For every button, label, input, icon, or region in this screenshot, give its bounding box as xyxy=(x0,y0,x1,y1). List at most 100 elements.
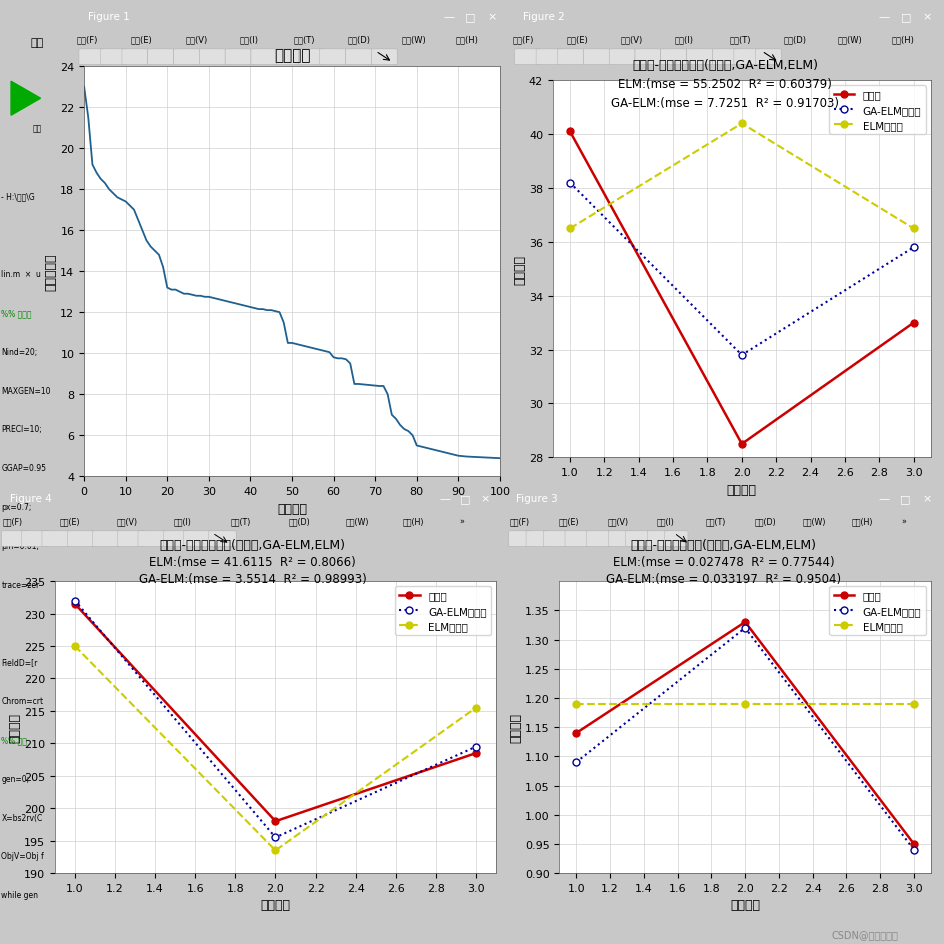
Text: »: » xyxy=(459,516,464,526)
FancyBboxPatch shape xyxy=(225,50,251,65)
真实值 xyxy=(564,126,575,138)
真实值 xyxy=(69,598,80,610)
Text: 窗口(W): 窗口(W) xyxy=(345,516,368,526)
Text: gen=0;: gen=0; xyxy=(2,774,29,783)
Text: 工具(T): 工具(T) xyxy=(729,35,750,44)
GA-ELM预测值 xyxy=(907,844,919,855)
Text: trace=zer: trace=zer xyxy=(2,580,40,589)
FancyBboxPatch shape xyxy=(733,50,759,65)
Text: 帮助(H): 帮助(H) xyxy=(891,35,914,44)
真实值 xyxy=(738,616,750,628)
GA-ELM预测值 xyxy=(470,741,481,752)
Text: 编辑(E): 编辑(E) xyxy=(59,516,80,526)
真实值 xyxy=(735,439,747,450)
真实值 xyxy=(570,728,582,739)
FancyBboxPatch shape xyxy=(565,531,588,547)
Text: 工具(T): 工具(T) xyxy=(704,516,725,526)
Line: 真实值: 真实值 xyxy=(572,619,917,848)
FancyBboxPatch shape xyxy=(346,50,371,65)
ELM预测值 xyxy=(738,699,750,710)
Text: 查看(V): 查看(V) xyxy=(185,35,207,44)
GA-ELM预测值 xyxy=(69,596,80,607)
Text: 测试集-预测结果对比(真实值,GA-ELM,ELM): 测试集-预测结果对比(真实值,GA-ELM,ELM) xyxy=(632,59,818,72)
Y-axis label: 样本数据: 样本数据 xyxy=(513,255,526,284)
Text: 查看(V): 查看(V) xyxy=(117,516,138,526)
Text: ELM:(mse = 0.027478  R² = 0.77544): ELM:(mse = 0.027478 R² = 0.77544) xyxy=(613,555,834,568)
Line: ELM预测值: ELM预测值 xyxy=(572,700,917,707)
Line: ELM预测值: ELM预测值 xyxy=(566,121,916,232)
Text: 查看(V): 查看(V) xyxy=(607,516,628,526)
Text: 查看(V): 查看(V) xyxy=(620,35,642,44)
Text: 插入(I): 插入(I) xyxy=(674,35,693,44)
ELM预测值 xyxy=(907,699,919,710)
Text: ×: × xyxy=(480,494,490,503)
Text: 测试集-预测结果对比(真实值,GA-ELM,ELM): 测试集-预测结果对比(真实值,GA-ELM,ELM) xyxy=(631,538,816,551)
Text: %% 定义题: %% 定义题 xyxy=(2,309,32,317)
Text: FieldD=[r: FieldD=[r xyxy=(2,658,38,666)
FancyBboxPatch shape xyxy=(609,50,634,65)
Text: CSDN@顶呱呱程序: CSDN@顶呱呱程序 xyxy=(831,929,898,939)
GA-ELM预测值 xyxy=(907,243,919,254)
FancyBboxPatch shape xyxy=(712,50,737,65)
ELM预测值 xyxy=(270,845,281,856)
Text: 窗口(W): 窗口(W) xyxy=(401,35,426,44)
FancyBboxPatch shape xyxy=(93,531,120,547)
真实值 xyxy=(907,318,919,329)
Text: 文件(F): 文件(F) xyxy=(3,516,23,526)
Text: GGAP=0.95: GGAP=0.95 xyxy=(2,464,46,473)
FancyBboxPatch shape xyxy=(664,531,687,547)
FancyBboxPatch shape xyxy=(371,50,396,65)
FancyBboxPatch shape xyxy=(686,50,712,65)
Text: —: — xyxy=(878,12,889,22)
Text: ELM:(mse = 55.2502  R² = 0.60379): ELM:(mse = 55.2502 R² = 0.60379) xyxy=(617,77,832,91)
Text: ×: × xyxy=(921,494,931,503)
ELM预测值 xyxy=(470,702,481,714)
FancyBboxPatch shape xyxy=(298,50,324,65)
Text: Figure 4: Figure 4 xyxy=(10,494,52,503)
FancyBboxPatch shape xyxy=(251,50,277,65)
FancyBboxPatch shape xyxy=(508,531,531,547)
Text: ×: × xyxy=(486,12,496,22)
Text: 桌面(D): 桌面(D) xyxy=(288,516,310,526)
Text: 帮助(H): 帮助(H) xyxy=(456,35,479,44)
GA-ELM预测值 xyxy=(564,177,575,189)
Text: - H:\威鱼\G: - H:\威鱼\G xyxy=(2,193,35,201)
X-axis label: 遗传代数: 遗传代数 xyxy=(277,502,307,515)
Line: ELM预测值: ELM预测值 xyxy=(72,643,479,854)
Text: □: □ xyxy=(464,12,475,22)
Text: 插入(I): 插入(I) xyxy=(174,516,192,526)
Line: GA-ELM预测值: GA-ELM预测值 xyxy=(572,625,917,853)
FancyBboxPatch shape xyxy=(163,531,191,547)
Legend: 真实值, GA-ELM预测值, ELM预测值: 真实值, GA-ELM预测值, ELM预测值 xyxy=(395,587,490,635)
X-axis label: 样本编号: 样本编号 xyxy=(730,899,759,912)
Line: GA-ELM预测值: GA-ELM预测值 xyxy=(72,598,479,841)
Polygon shape xyxy=(11,82,41,116)
FancyBboxPatch shape xyxy=(557,50,582,65)
Text: 文件(F): 文件(F) xyxy=(512,35,533,44)
FancyBboxPatch shape xyxy=(660,50,686,65)
Text: ×: × xyxy=(921,12,931,22)
FancyBboxPatch shape xyxy=(174,50,199,65)
Title: 进化过程: 进化过程 xyxy=(274,48,310,63)
Text: □: □ xyxy=(460,494,470,503)
GA-ELM预测值 xyxy=(270,832,281,843)
Text: GA-ELM:(mse = 7.7251  R² = 0.91703): GA-ELM:(mse = 7.7251 R² = 0.91703) xyxy=(611,96,838,110)
X-axis label: 样本编号: 样本编号 xyxy=(261,899,290,912)
FancyBboxPatch shape xyxy=(543,531,566,547)
Y-axis label: 样本数据: 样本数据 xyxy=(509,713,522,742)
ELM预测值 xyxy=(570,699,582,710)
Text: Chrom=crt: Chrom=crt xyxy=(2,697,43,705)
FancyBboxPatch shape xyxy=(79,50,105,65)
Text: 编辑(E): 编辑(E) xyxy=(566,35,588,44)
Text: 窗口(W): 窗口(W) xyxy=(836,35,861,44)
Text: 测试集-预测结果对比(真实值,GA-ELM,ELM): 测试集-预测结果对比(真实值,GA-ELM,ELM) xyxy=(160,538,346,551)
Text: Nind=20;: Nind=20; xyxy=(2,347,38,357)
Text: 编辑(E): 编辑(E) xyxy=(131,35,153,44)
Text: »: » xyxy=(900,516,904,526)
FancyBboxPatch shape xyxy=(582,50,609,65)
Text: □: □ xyxy=(900,494,910,503)
Text: px=0.7;: px=0.7; xyxy=(2,502,32,512)
FancyBboxPatch shape xyxy=(625,531,649,547)
Text: —: — xyxy=(443,12,454,22)
Text: 插入(I): 插入(I) xyxy=(239,35,258,44)
